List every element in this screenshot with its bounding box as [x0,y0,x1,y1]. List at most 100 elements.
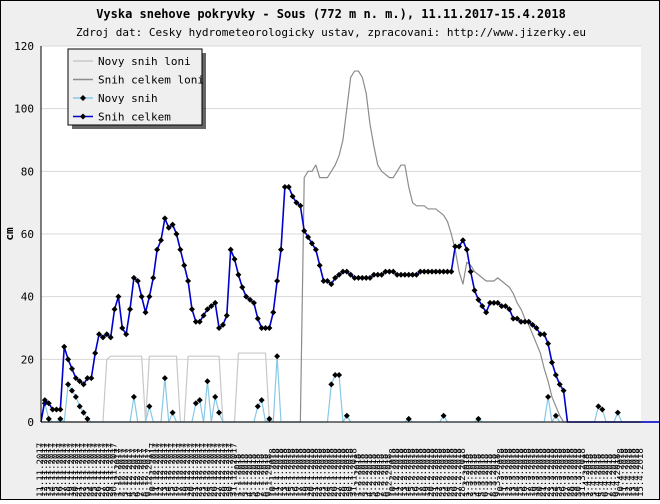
data-point-novy-snih [336,372,343,378]
x-tick-label: 1.2.2018 [353,454,363,497]
x-tick-label: 22.3.2018 [543,448,553,497]
data-point-snih-celkem [53,406,60,413]
data-point-snih-celkem [57,406,64,413]
x-tick-label: 6.1.2018 [253,454,263,497]
x-tick-label: 9.1.2018 [264,454,274,497]
x-tick-label: 22.12.2017 [195,443,205,497]
data-point-snih-celkem [68,365,75,372]
x-tick-label: 28.11.2017 [102,443,112,497]
data-point-novy-snih [57,415,64,422]
x-tick-label: 14.2.2018 [404,448,414,497]
x-tick-label: 12.12.2017 [156,443,166,497]
data-point-novy-snih [216,409,223,416]
data-point-snih-celkem [212,299,219,306]
data-point-novy-snih [595,403,602,410]
data-point-snih-celkem [231,256,238,263]
data-point-snih-celkem [525,318,532,325]
y-tick-label: 100 [14,103,34,116]
data-point-snih-celkem [529,321,536,328]
x-tick-label: 21.11.2017 [75,443,85,497]
x-tick-label: 26.1.2018 [330,448,340,497]
x-tick-label: 10.1.2018 [268,448,278,497]
data-point-snih-celkem [556,381,563,388]
data-point-snih-celkem [514,315,521,322]
x-tick-label: 2.4.2018 [586,454,596,497]
x-tick-label: 16.1.2018 [291,448,301,497]
x-tick-label: 3.3.2018 [470,454,480,497]
x-tick-label: 21.12.2017 [191,443,201,497]
data-point-snih-celkem [448,268,455,275]
data-point-snih-celkem [456,243,463,250]
x-tick-label: 28.1.2018 [338,448,348,497]
data-point-snih-celkem [142,309,149,316]
data-point-snih-celkem [96,331,103,338]
data-point-snih-celkem [413,271,420,278]
data-point-snih-celkem [173,231,180,237]
x-tick-label: 23.3.2018 [547,448,557,497]
x-tick-label: 19.12.2017 [183,443,193,497]
data-point-novy-snih [146,403,153,410]
data-point-novy-snih [192,400,199,407]
data-point-snih-celkem [425,268,432,275]
x-tick-label: 20.11.2017 [71,443,81,497]
x-tick-label: 19.3.2018 [531,448,541,497]
data-point-novy-snih [440,412,447,419]
x-tick-label: 17.2.2018 [415,448,425,497]
x-tick-label: 8.3.2018 [489,454,499,497]
data-point-novy-snih [45,415,52,422]
x-tick-label: 11.2.2018 [392,448,402,497]
x-tick-label: 19.2.2018 [423,448,433,497]
data-point-snih-celkem [324,278,331,284]
x-tick-label: 17.3.2018 [524,448,534,497]
data-point-snih-celkem [316,262,323,269]
x-tick-label: 1.3.2018 [462,454,472,497]
y-tick-label: 120 [14,40,34,53]
data-point-snih-celkem [398,271,404,278]
x-tick-label: 14.12.2017 [164,443,174,497]
data-point-novy-snih [80,409,87,416]
data-point-snih-celkem [227,246,234,253]
x-tick-label: 23.11.2017 [82,443,92,497]
x-tick-label: 16.2.2018 [411,448,421,497]
x-tick-label: 24.3.2018 [551,448,561,497]
x-tick-label: 30.3.2018 [574,448,584,497]
x-tick-label: 19.1.2018 [303,448,313,497]
x-tick-label: 13.2.2018 [400,448,410,497]
y-tick-label: 60 [21,228,34,241]
x-tick-label: 26.3.2018 [559,448,569,497]
x-tick-label: 11.3.2018 [501,448,511,497]
data-point-snih-celkem [196,318,203,325]
data-point-snih-celkem [111,306,118,313]
data-point-snih-celkem [243,293,250,300]
data-point-snih-celkem [483,309,490,316]
x-tick-label: 13.12.2017 [160,443,170,497]
data-point-snih-celkem [428,268,435,275]
data-point-snih-celkem [394,271,401,278]
x-tick-label: 7.2.2018 [377,454,387,497]
data-point-snih-celkem [459,237,466,244]
x-tick-label: 6.2.2018 [373,454,383,497]
data-point-snih-celkem [545,340,552,347]
data-point-snih-celkem [436,268,443,275]
x-tick-label: 2.12.2017 [117,448,127,497]
x-tick-label: 14.11.2017 [48,443,58,497]
data-point-snih-celkem [188,306,195,313]
data-point-snih-celkem [421,268,428,275]
data-point-snih-celkem [84,375,91,382]
x-tick-label: 27.3.2018 [562,448,572,497]
data-point-novy-snih [212,393,219,400]
x-tick-label: 7.3.2018 [485,454,495,497]
data-point-snih-celkem [200,312,207,319]
data-point-snih-celkem [308,240,315,247]
x-tick-label: 20.1.2018 [307,448,317,497]
data-point-snih-celkem [103,331,110,338]
data-point-snih-celkem [444,268,451,275]
x-tick-label: 29.11.2017 [106,443,116,497]
x-tick-label: 10.4.2018 [617,448,627,497]
data-point-snih-celkem [490,299,497,306]
x-tick-label: 9.12.2017 [144,448,154,497]
data-point-snih-celkem [161,215,168,222]
x-tick-label: 13.3.2018 [508,448,518,497]
x-tick-label: 8.2.2018 [381,454,391,497]
x-tick-label: 4.3.2018 [473,454,483,497]
